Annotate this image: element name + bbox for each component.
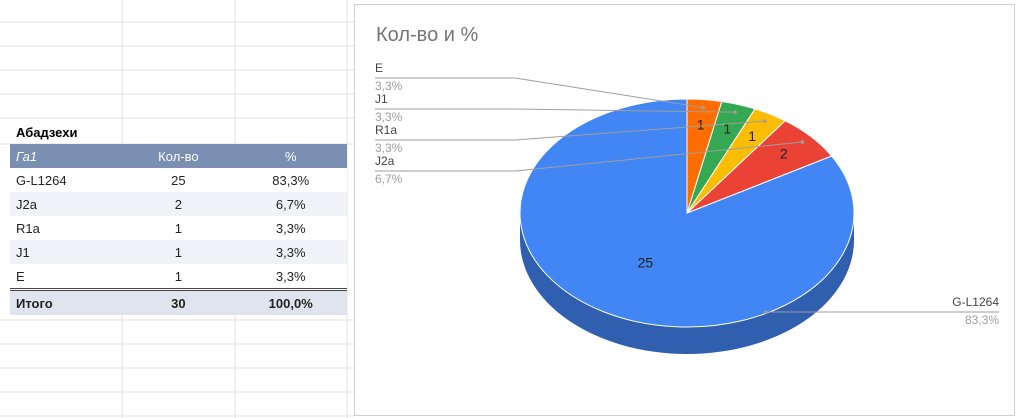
table-cell[interactable]: 2 (122, 192, 235, 216)
table-header-row: Га1 Кол-во % (10, 144, 347, 168)
table-cell[interactable]: 25 (122, 168, 235, 192)
table-cell[interactable]: 1 (122, 240, 235, 264)
table-cell[interactable]: J1 (10, 240, 123, 264)
header-cell[interactable]: Га1 (10, 144, 123, 168)
table-cell[interactable]: 1 (122, 216, 235, 240)
total-cell[interactable]: 100,0% (234, 288, 347, 315)
header-cell[interactable]: % (234, 144, 347, 168)
table-cell[interactable]: E (10, 264, 123, 290)
chart-title: Кол-во и % (376, 24, 479, 46)
table-cell[interactable]: J2a (10, 192, 123, 216)
total-cell[interactable]: Итого (10, 288, 123, 315)
table-total-row: Итого 30 100,0% (10, 288, 347, 315)
table-cell[interactable]: 3,3% (234, 240, 347, 264)
table-cell[interactable]: 83,3% (234, 168, 347, 192)
table-row: G-L1264 25 83,3% (10, 168, 347, 192)
table-row: J2a 2 6,7% (10, 192, 347, 216)
table-row: J1 1 3,3% (10, 240, 347, 264)
table-cell[interactable]: 6,7% (234, 192, 347, 216)
table-row: E 1 3,3% (10, 264, 347, 290)
table-cell[interactable]: 3,3% (234, 264, 347, 290)
table-row: R1a 1 3,3% (10, 216, 347, 240)
table-cell[interactable]: 1 (122, 264, 235, 290)
table-title[interactable]: Абадзехи (16, 125, 78, 140)
table-cell[interactable]: 3,3% (234, 216, 347, 240)
header-cell[interactable]: Кол-во (122, 144, 235, 168)
table-cell[interactable]: G-L1264 (10, 168, 123, 192)
table-cell[interactable]: R1a (10, 216, 123, 240)
chart-container[interactable] (354, 4, 1015, 416)
total-cell[interactable]: 30 (122, 288, 235, 315)
data-table: Га1 Кол-во % G-L1264 25 83,3% J2a 2 6,7%… (10, 144, 347, 315)
